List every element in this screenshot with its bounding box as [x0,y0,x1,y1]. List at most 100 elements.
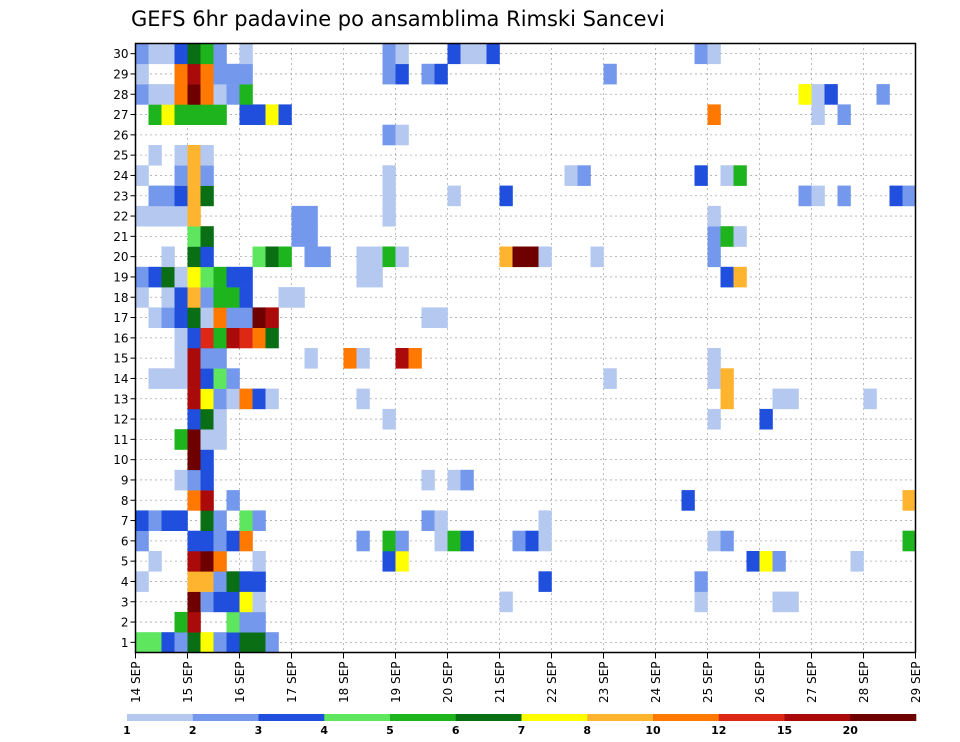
y-tick-label: 28 [113,88,128,102]
heatmap-cell [538,571,552,592]
heatmap-cell [252,571,266,592]
x-tick-label: 27 SEP [805,662,819,704]
heatmap-cell [395,348,409,369]
heatmap-cell [213,408,227,430]
y-tick-label: 30 [113,47,128,61]
y-tick-label: 2 [121,616,129,630]
y-tick-label: 6 [121,534,129,548]
heatmap-cell [265,632,279,653]
heatmap-cell [200,165,214,186]
heatmap-cell [148,185,162,207]
grid-lines [135,43,916,653]
heatmap-cell [733,226,747,247]
heatmap-cell [850,551,864,572]
heatmap-cell [187,165,201,186]
x-tick-label: 24 SEP [649,662,663,704]
heatmap-cell [200,43,214,65]
heatmap-cell [200,408,214,430]
heatmap-cell [161,368,175,389]
heatmap-cell [239,632,253,653]
heatmap-cell [811,104,825,125]
heatmap-cell [395,63,409,85]
heatmap-cell [252,307,266,328]
heatmap-cell [135,63,149,85]
x-tick-label: 26 SEP [753,662,767,704]
heatmap-cell [538,246,552,268]
heatmap-cell [499,246,513,268]
heatmap-cell [395,246,409,268]
heatmap-cell [902,530,916,552]
legend-swatch [521,714,588,721]
heatmap-cell [226,632,240,653]
heatmap-cell [460,469,474,491]
heatmap-cell [252,591,266,613]
y-tick-label: 9 [121,473,129,487]
heatmap-cell [252,388,266,410]
x-tick-label: 20 SEP [441,662,455,704]
heatmap-cell [252,327,266,349]
heatmap-cell [200,571,214,592]
heatmap-cell [187,185,201,207]
heatmap-cell [213,368,227,389]
heatmap-cell [382,205,396,227]
heatmap-cell [187,348,201,369]
heatmap-cell [187,266,201,288]
heatmap-cell [174,205,188,227]
heatmap-cell [187,551,201,572]
heatmap-cell [174,145,188,166]
heatmap-cell [395,551,409,572]
heatmap-cell [720,388,734,410]
heatmap-cell [811,185,825,207]
x-axis: 14 SEP 15 SEP 16 SEP 17 SEP 18 SEP 19 SEP 20 S… [129,652,923,704]
x-tick-label: 18 SEP [337,662,351,704]
heatmap-cell [213,307,227,328]
heatmap-cell [135,266,149,288]
heatmap-cell [369,246,383,268]
y-tick-label: 20 [113,250,128,264]
legend-label: 7 [518,724,526,737]
heatmap-cell [200,287,214,308]
heatmap-cell [876,84,890,105]
heatmap-cell [239,611,253,633]
heatmap-cell [174,266,188,288]
heatmap-cell [187,226,201,247]
heatmap-cell [837,185,851,207]
heatmap-cell [356,388,370,410]
heatmap-cell [148,266,162,288]
legend-swatch [653,714,720,721]
heatmap-cell [213,104,227,125]
heatmap-cell [265,104,279,125]
heatmap-cell [148,307,162,328]
heatmap-cell [720,530,734,552]
heatmap-cell [265,388,279,410]
heatmap-cell [590,246,604,268]
y-tick-label: 25 [113,149,128,163]
heatmap-cell [200,307,214,328]
x-tick-label: 22 SEP [545,662,559,704]
heatmap-cell [200,145,214,166]
x-tick-label: 16 SEP [233,662,247,704]
heatmap-cell [707,104,721,125]
heatmap-cell [187,408,201,430]
heatmap-cell [447,469,461,491]
heatmap-cell [720,226,734,247]
heatmap-cell [200,591,214,613]
heatmap-cell [174,185,188,207]
heatmap-cell [161,185,175,207]
heatmap-cell [434,307,448,328]
heatmap-cell [694,43,708,65]
heatmap-cell [382,551,396,572]
legend-label: 2 [189,724,197,737]
heatmap-cell [382,63,396,85]
legend-label: 10 [645,724,661,737]
heatmap-cell [226,611,240,633]
legend-swatch [587,714,654,721]
heatmap-cell [447,530,461,552]
heatmap-cell [161,266,175,288]
heatmap-cell [187,145,201,166]
heatmap-cells [135,43,916,653]
heatmap-cell [343,348,357,369]
heatmap-cell [135,205,149,227]
heatmap-cell [239,287,253,308]
